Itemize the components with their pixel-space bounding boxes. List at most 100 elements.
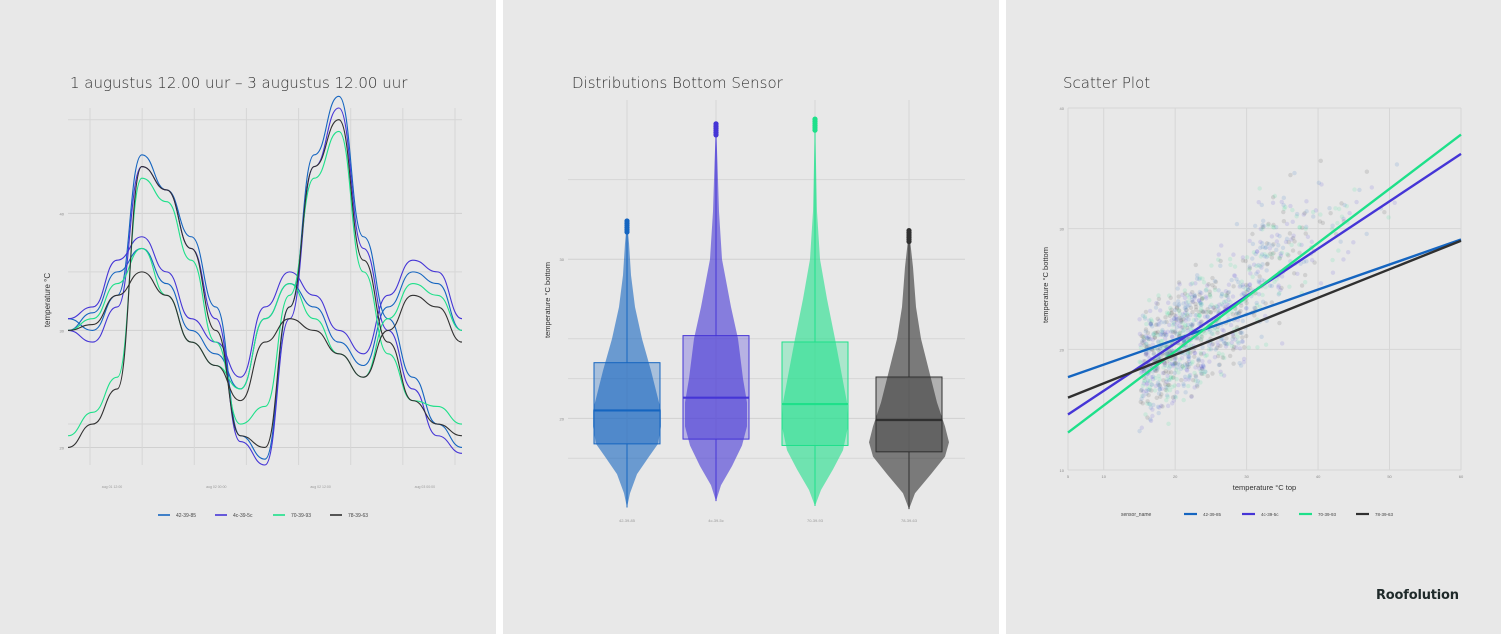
scatter-point bbox=[1148, 418, 1154, 423]
scatter-point bbox=[1215, 304, 1220, 309]
scatter-point bbox=[1258, 239, 1263, 245]
scatter-point bbox=[1290, 235, 1296, 241]
scatter-point bbox=[1149, 388, 1154, 393]
scatter-point bbox=[1192, 294, 1197, 299]
scatter-point bbox=[1230, 312, 1236, 317]
scatter-point bbox=[1197, 310, 1202, 315]
scatter-point bbox=[1240, 284, 1246, 290]
scatter-point bbox=[1174, 331, 1179, 336]
scatter-point bbox=[1234, 310, 1240, 315]
scatter-point bbox=[1240, 282, 1245, 288]
scatter-point bbox=[1139, 333, 1144, 339]
scatter-point bbox=[1176, 308, 1181, 313]
scatter-point bbox=[1213, 347, 1218, 352]
scatter-point bbox=[1208, 328, 1213, 333]
scatter-point bbox=[1161, 378, 1166, 383]
scatter-point bbox=[1193, 317, 1199, 322]
scatter-point bbox=[1186, 354, 1191, 359]
scatter-point bbox=[1167, 365, 1172, 371]
scatter-point bbox=[1141, 368, 1147, 374]
scatter-point bbox=[1230, 336, 1235, 342]
scatter-point bbox=[1207, 359, 1212, 364]
scatter-point bbox=[1172, 362, 1177, 367]
scatter-point bbox=[1210, 341, 1216, 347]
scatter-point bbox=[1238, 330, 1243, 335]
scatter-point bbox=[1181, 316, 1186, 322]
scatter-point bbox=[1271, 251, 1276, 256]
scatter-point bbox=[1269, 255, 1275, 260]
scatter-point bbox=[1265, 261, 1270, 266]
scatter-point bbox=[1338, 239, 1343, 244]
scatter-point bbox=[1231, 344, 1237, 350]
scatter-point bbox=[1199, 371, 1205, 377]
scatter-point bbox=[1172, 316, 1177, 322]
scatter-point bbox=[1224, 302, 1230, 307]
scatter-point bbox=[1149, 319, 1155, 324]
scatter-point bbox=[1244, 289, 1249, 295]
scatter-point bbox=[1201, 363, 1206, 369]
scatter-point bbox=[1182, 288, 1188, 293]
scatter-point bbox=[1185, 361, 1190, 366]
scatter-point bbox=[1185, 328, 1190, 333]
scatter-point bbox=[1231, 334, 1236, 339]
scatter-point bbox=[1164, 310, 1170, 315]
scatter-point bbox=[1208, 310, 1213, 315]
scatter-point bbox=[1143, 352, 1149, 357]
scatter-point bbox=[1168, 375, 1174, 380]
violin-chart: 20 30 temperature °C bottom 42-39-85 4c-39-5… bbox=[543, 100, 965, 523]
scatter-point bbox=[1149, 382, 1154, 387]
scatter-point bbox=[1302, 280, 1308, 285]
scatter-point bbox=[1382, 210, 1387, 215]
scatter-point bbox=[1342, 202, 1347, 208]
scatter-point bbox=[1229, 277, 1234, 283]
scatter-point bbox=[1392, 200, 1397, 205]
scatter-point bbox=[1160, 329, 1165, 335]
scatter-point bbox=[1186, 356, 1191, 361]
scatter-point bbox=[1216, 306, 1221, 312]
scatter-point bbox=[1223, 289, 1229, 294]
scatter-point bbox=[1177, 282, 1182, 287]
scatter-point bbox=[1166, 370, 1171, 375]
scatter-point bbox=[1157, 346, 1163, 351]
scatter-point bbox=[1179, 355, 1185, 361]
scatter-point bbox=[1224, 293, 1229, 298]
scatter-point bbox=[1139, 396, 1144, 402]
scatter-point bbox=[1199, 336, 1204, 342]
series-line-smooth-70-39-93 bbox=[67, 247, 463, 390]
scatter-point bbox=[1180, 325, 1185, 330]
scatter-point bbox=[1176, 331, 1182, 337]
scatter-point bbox=[1300, 225, 1305, 230]
scatter-point bbox=[1169, 318, 1174, 323]
scatter-point bbox=[1264, 241, 1270, 246]
scatter-point bbox=[1212, 308, 1217, 313]
scatter-point bbox=[1231, 284, 1236, 289]
scatter-point bbox=[1216, 257, 1221, 262]
scatter-point bbox=[1164, 379, 1169, 384]
scatter-point bbox=[1241, 291, 1246, 296]
scatter-point bbox=[1193, 301, 1198, 307]
scatter-point bbox=[1187, 354, 1192, 360]
scatter-point bbox=[1310, 209, 1316, 215]
scatter-point bbox=[1223, 299, 1229, 304]
scatter-point bbox=[1203, 369, 1208, 374]
scatter-point bbox=[1148, 322, 1153, 327]
legend-label-78-39-63: 78-39-63 bbox=[348, 513, 368, 519]
scatter-point bbox=[1172, 394, 1178, 399]
scatter-point bbox=[1148, 405, 1153, 410]
outlier-70-39-93 bbox=[812, 127, 818, 133]
scatter-point bbox=[1258, 280, 1263, 286]
scatter-point bbox=[1164, 351, 1170, 356]
scatter-point bbox=[1164, 388, 1170, 393]
line-chart-panel: 1 augustus 12.00 uur – 3 augustus 12.00 … bbox=[0, 0, 496, 634]
scatter-point bbox=[1145, 401, 1150, 406]
scatter-point bbox=[1207, 329, 1212, 334]
scatter-point bbox=[1259, 334, 1264, 339]
scatter-point bbox=[1169, 310, 1174, 315]
scatter-point bbox=[1262, 252, 1267, 257]
scatter-point bbox=[1139, 387, 1144, 392]
outlier-4c-39-5c bbox=[713, 132, 719, 138]
scatter-point bbox=[1198, 380, 1203, 385]
scatter-point bbox=[1260, 224, 1266, 230]
scatter-point bbox=[1210, 371, 1215, 376]
scatter-point bbox=[1212, 287, 1218, 293]
